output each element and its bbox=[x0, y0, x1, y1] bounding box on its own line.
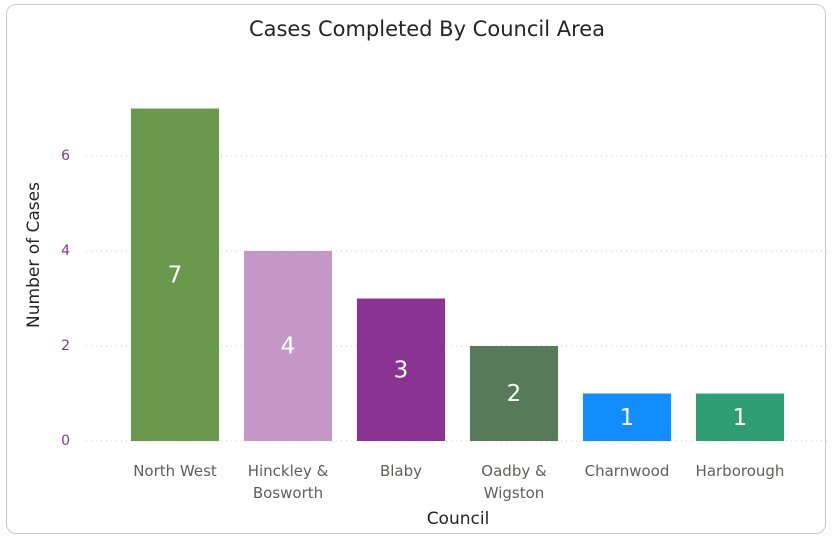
value-label: 1 bbox=[620, 405, 635, 431]
y-axis-label: Number of Cases bbox=[24, 182, 44, 328]
x-tick-label: North West bbox=[133, 462, 217, 480]
x-tick-label: Harborough bbox=[695, 462, 785, 480]
x-tick-label: Blaby bbox=[379, 462, 423, 480]
x-tick-label: Hinckley & Bosworth bbox=[247, 462, 329, 502]
card bbox=[6, 4, 826, 534]
y-tick-label: 0 bbox=[61, 433, 70, 449]
bar bbox=[695, 393, 785, 441]
value-label: 7 bbox=[168, 262, 183, 288]
y-tick-label: 6 bbox=[61, 148, 70, 164]
bar bbox=[469, 346, 559, 441]
y-tick-label: 2 bbox=[61, 338, 70, 354]
value-label: 4 bbox=[281, 334, 296, 360]
chart-title: Cases Completed By Council Area bbox=[249, 17, 605, 41]
value-label: 1 bbox=[733, 405, 748, 431]
bar bbox=[356, 298, 446, 441]
x-tick-label: Oadby & Wigston bbox=[481, 462, 547, 502]
x-tick-label: Charnwood bbox=[584, 462, 670, 480]
value-label: 2 bbox=[507, 381, 522, 407]
bar bbox=[582, 393, 672, 441]
y-tick-label: 4 bbox=[61, 243, 70, 259]
value-label: 3 bbox=[394, 357, 409, 383]
bar bbox=[130, 108, 220, 441]
x-axis-label: Council bbox=[427, 509, 490, 529]
bar bbox=[243, 251, 333, 441]
